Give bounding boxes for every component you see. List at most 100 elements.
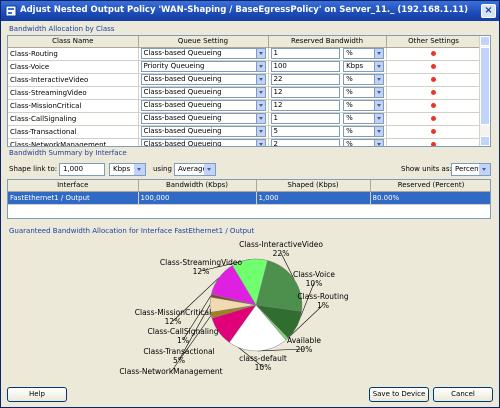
help-button[interactable]: Help: [7, 387, 67, 402]
chevron-down-icon: [255, 140, 265, 146]
bandwidth-unit-select[interactable]: Kbps: [343, 61, 384, 72]
table-row[interactable]: Class-StreamingVideo Class-based Queueing…: [8, 86, 482, 100]
window-title: Adjust Nested Output Policy 'WAN-Shaping…: [20, 5, 469, 15]
col-reserved-bandwidth[interactable]: Reserved Bandwidth: [268, 36, 387, 48]
bandwidth-unit-select[interactable]: %: [343, 139, 384, 146]
queue-select[interactable]: Class-based Queueing: [140, 48, 266, 59]
col-class-name[interactable]: Class Name: [8, 36, 139, 48]
reserved-bandwidth-cell[interactable]: 22%: [268, 73, 387, 87]
bandwidth-unit-select[interactable]: %: [343, 48, 384, 59]
queue-select[interactable]: Class-based Queueing: [140, 126, 266, 137]
other-settings-cell[interactable]: [386, 60, 482, 74]
col-shaped[interactable]: Shaped (Kbps): [256, 180, 371, 192]
bandwidth-unit: Kbps: [346, 62, 364, 70]
bandwidth-cell: 100,000: [138, 191, 257, 205]
table-row[interactable]: Class-MissionCritical Class-based Queuein…: [8, 99, 482, 113]
shape-unit-select[interactable]: Kbps: [109, 163, 146, 176]
bandwidth-value-input[interactable]: 2: [270, 139, 341, 146]
queue-setting-cell[interactable]: Class-based Queueing: [138, 125, 269, 139]
scroll-thumb[interactable]: [480, 47, 490, 125]
queue-setting-cell[interactable]: Priority Queueing: [138, 60, 269, 74]
queue-select[interactable]: Class-based Queueing: [140, 113, 266, 124]
bandwidth-unit-select[interactable]: %: [343, 87, 384, 98]
shaped-cell: 1,000: [256, 191, 371, 205]
queue-select[interactable]: Class-based Queueing: [140, 74, 266, 85]
bandwidth-value-input[interactable]: 12: [270, 100, 341, 111]
show-units-select[interactable]: Percent: [451, 163, 491, 176]
queue-setting-cell[interactable]: Class-based Queueing: [138, 112, 269, 126]
close-button[interactable]: ×: [481, 4, 496, 18]
queue-value: Class-based Queueing: [143, 127, 222, 135]
reserved-bandwidth-cell[interactable]: 1%: [268, 112, 387, 126]
bandwidth-unit-select[interactable]: %: [343, 100, 384, 111]
queue-value: Class-based Queueing: [143, 88, 222, 96]
settings-indicator-icon[interactable]: [431, 115, 436, 121]
pie-label-name: Class-CallSignaling: [147, 327, 218, 336]
col-interface[interactable]: Interface: [8, 180, 139, 192]
pie-label-percent: 5%: [173, 356, 185, 365]
reserved-bandwidth-cell[interactable]: 1%: [268, 47, 387, 61]
chevron-down-icon: [255, 88, 265, 97]
settings-indicator-icon[interactable]: [431, 50, 436, 56]
summary-table[interactable]: Interface Bandwidth (Kbps) Shaped (Kbps)…: [7, 179, 491, 219]
reserved-bandwidth-cell[interactable]: 100 Kbps: [268, 60, 387, 74]
queue-setting-cell[interactable]: Class-based Queueing: [138, 99, 269, 113]
queue-select[interactable]: Priority Queueing: [140, 61, 266, 72]
col-queue-setting[interactable]: Queue Setting: [138, 36, 269, 48]
bandwidth-value-input[interactable]: 12: [270, 87, 341, 98]
table-row[interactable]: Class-InteractiveVideo Class-based Queuei…: [8, 73, 482, 87]
reserved-bandwidth-cell[interactable]: 5%: [268, 125, 387, 139]
table-row[interactable]: Class-Voice Priority Queueing 100 Kbps: [8, 60, 482, 74]
shape-value-input[interactable]: 1,000: [59, 163, 105, 176]
col-bandwidth[interactable]: Bandwidth (Kbps): [138, 180, 257, 192]
cancel-button[interactable]: Cancel: [433, 387, 493, 402]
using-select[interactable]: Average: [174, 163, 216, 176]
queue-setting-cell[interactable]: Class-based Queueing: [138, 138, 269, 146]
queue-setting-cell[interactable]: Class-based Queueing: [138, 86, 269, 100]
scroll-up-icon[interactable]: [480, 36, 490, 46]
table-row[interactable]: Class-Transactional Class-based Queueing 5…: [8, 125, 482, 139]
other-settings-cell[interactable]: [386, 47, 482, 61]
queue-select[interactable]: Class-based Queueing: [140, 87, 266, 98]
col-reserved-percent[interactable]: Reserved (Percent): [370, 180, 490, 192]
bandwidth-value-input[interactable]: 100: [270, 61, 341, 72]
settings-indicator-icon[interactable]: [431, 89, 436, 95]
reserved-bandwidth-cell[interactable]: 2%: [268, 138, 387, 146]
chevron-down-icon: [373, 62, 383, 71]
table-row[interactable]: Class-CallSignaling Class-based Queueing 1…: [8, 112, 482, 126]
save-to-device-button[interactable]: Save to Device: [369, 387, 429, 402]
bandwidth-value-input[interactable]: 22: [270, 74, 341, 85]
settings-indicator-icon[interactable]: [431, 128, 436, 134]
bandwidth-unit-select[interactable]: %: [343, 74, 384, 85]
bandwidth-value-input[interactable]: 5: [270, 126, 341, 137]
allocation-table[interactable]: Class Name Queue Setting Reserved Bandwi…: [7, 35, 491, 147]
scroll-down-icon[interactable]: [480, 136, 490, 146]
settings-indicator-icon[interactable]: [431, 141, 436, 146]
table-row[interactable]: Class-NetworkManagement Class-based Queue…: [8, 138, 482, 146]
bandwidth-value-input[interactable]: 1: [270, 48, 341, 59]
queue-select[interactable]: Class-based Queueing: [140, 139, 266, 146]
other-settings-cell[interactable]: [386, 125, 482, 139]
other-settings-cell[interactable]: [386, 86, 482, 100]
bandwidth-unit-select[interactable]: %: [343, 126, 384, 137]
bandwidth-unit-select[interactable]: %: [343, 113, 384, 124]
settings-indicator-icon[interactable]: [431, 102, 436, 108]
col-other-settings[interactable]: Other Settings: [386, 36, 482, 48]
queue-setting-cell[interactable]: Class-based Queueing: [138, 73, 269, 87]
reserved-bandwidth-cell[interactable]: 12%: [268, 86, 387, 100]
table-row[interactable]: FastEthernet1 / Output 100,000 1,000 80.…: [8, 191, 490, 205]
queue-setting-cell[interactable]: Class-based Queueing: [138, 47, 269, 61]
settings-indicator-icon[interactable]: [431, 63, 436, 69]
queue-select[interactable]: Class-based Queueing: [140, 100, 266, 111]
table-row[interactable]: Class-Routing Class-based Queueing 1%: [8, 47, 482, 61]
bandwidth-value-input[interactable]: 1: [270, 113, 341, 124]
other-settings-cell[interactable]: [386, 138, 482, 146]
other-settings-cell[interactable]: [386, 112, 482, 126]
other-settings-cell[interactable]: [386, 99, 482, 113]
title-bar[interactable]: Adjust Nested Output Policy 'WAN-Shaping…: [1, 1, 499, 21]
bandwidth-value: 5: [273, 127, 278, 135]
settings-indicator-icon[interactable]: [431, 76, 436, 82]
other-settings-cell[interactable]: [386, 73, 482, 87]
allocation-scrollbar[interactable]: [479, 36, 490, 146]
reserved-bandwidth-cell[interactable]: 12%: [268, 99, 387, 113]
